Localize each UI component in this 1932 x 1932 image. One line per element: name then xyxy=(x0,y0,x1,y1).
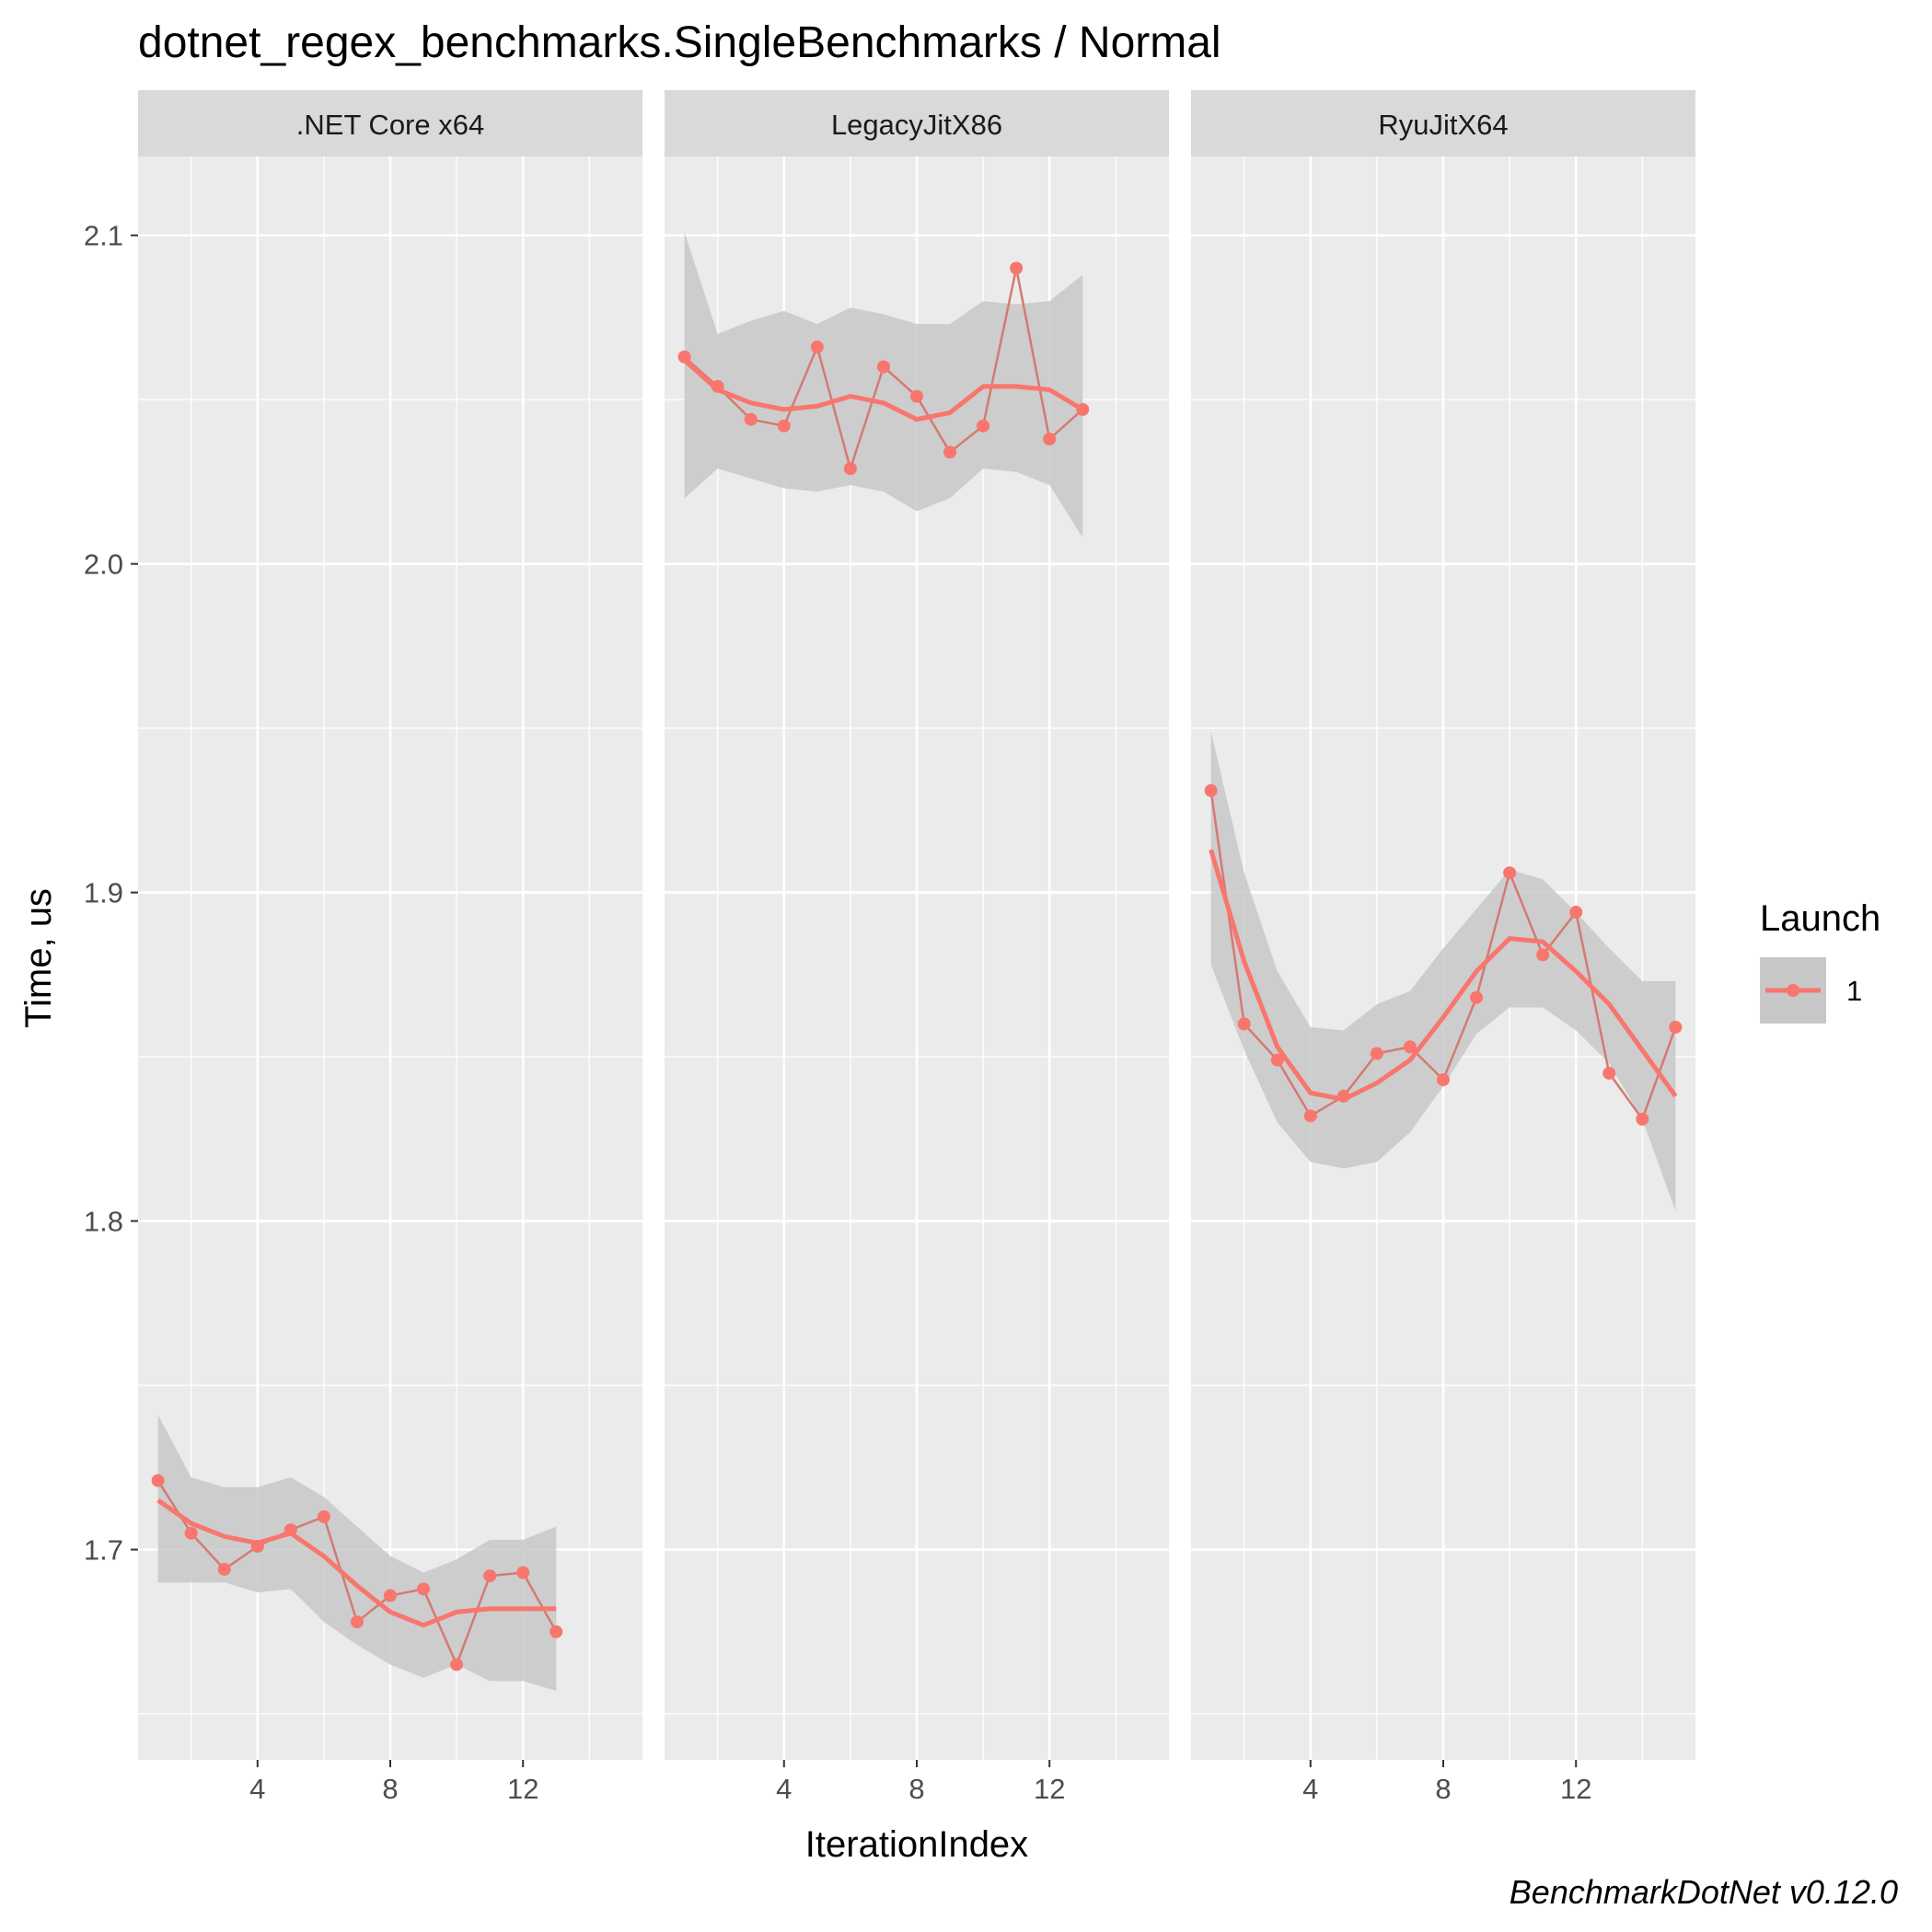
data-point-0-0 xyxy=(151,1474,165,1487)
facet-panel-0: .NET Core x64 4 8 12 xyxy=(138,90,642,1805)
panel-0-points xyxy=(151,1474,563,1672)
data-point-0-9 xyxy=(450,1658,464,1672)
y-tick-label-0: 1.7 xyxy=(84,1534,123,1567)
strip-label-0: .NET Core x64 xyxy=(296,109,484,141)
data-point-0-11 xyxy=(516,1566,530,1579)
panel-0-confidence-ribbon xyxy=(157,1415,557,1692)
strip-label-1: LegacyJitX86 xyxy=(831,109,1002,141)
data-point-0-3 xyxy=(250,1539,264,1553)
data-point-1-10 xyxy=(1010,261,1024,275)
x-tick-label-2-2: 12 xyxy=(1560,1773,1591,1805)
legend-title: Launch xyxy=(1760,898,1880,939)
data-point-0-7 xyxy=(384,1589,397,1602)
data-point-1-3 xyxy=(777,419,791,433)
legend: Launch 1 xyxy=(1760,898,1880,1024)
legend-entry-label: 1 xyxy=(1846,975,1862,1007)
chart-title: dotnet_regex_benchmarks.SingleBenchmarks… xyxy=(138,18,1221,67)
panel-2-x-ticks: 4 8 12 xyxy=(1302,1760,1591,1805)
data-point-1-2 xyxy=(744,412,758,426)
x-axis-title: IterationIndex xyxy=(805,1824,1028,1865)
y-tick-label-4: 2.1 xyxy=(84,220,123,252)
x-tick-label-0-1: 8 xyxy=(382,1773,398,1805)
facet-panel-2: RyuJitX64 4 8 12 xyxy=(1191,90,1695,1805)
panel-1-x-ticks: 4 8 12 xyxy=(776,1760,1065,1805)
data-point-1-1 xyxy=(711,379,724,393)
data-point-1-12 xyxy=(1076,402,1090,416)
panel-2-confidence-ribbon xyxy=(1210,731,1676,1211)
x-tick-label-0-2: 12 xyxy=(507,1773,538,1805)
x-tick-label-2-0: 4 xyxy=(1302,1773,1318,1805)
data-point-0-6 xyxy=(350,1615,364,1629)
data-point-2-9 xyxy=(1503,866,1517,880)
panel-1-smooth-line xyxy=(682,358,1084,422)
x-tick-label-0-0: 4 xyxy=(249,1773,265,1805)
legend-key-point xyxy=(1787,984,1799,997)
x-tick-label-1-0: 4 xyxy=(776,1773,792,1805)
data-point-2-7 xyxy=(1437,1073,1450,1087)
strip-2-bg xyxy=(1191,90,1695,156)
data-point-2-3 xyxy=(1303,1109,1317,1123)
panel-2-smooth-line xyxy=(1209,849,1678,1103)
data-point-1-5 xyxy=(843,462,857,476)
x-tick-label-1-1: 8 xyxy=(908,1773,924,1805)
data-point-2-11 xyxy=(1569,906,1583,920)
panel-2-grid xyxy=(1191,156,1695,1760)
data-point-0-12 xyxy=(550,1625,563,1638)
data-point-2-10 xyxy=(1536,948,1550,962)
panel-1-points xyxy=(677,261,1090,476)
data-point-2-0 xyxy=(1204,783,1218,797)
data-point-0-2 xyxy=(217,1562,231,1576)
data-point-0-10 xyxy=(483,1569,497,1583)
data-point-0-1 xyxy=(184,1526,198,1540)
y-axis-title: Time, us xyxy=(18,888,59,1028)
panel-0-x-ticks: 4 8 12 xyxy=(249,1760,538,1805)
data-point-2-1 xyxy=(1237,1017,1251,1031)
data-point-2-4 xyxy=(1336,1089,1350,1103)
data-point-2-6 xyxy=(1403,1040,1417,1054)
data-point-2-12 xyxy=(1602,1066,1616,1080)
data-point-1-9 xyxy=(977,419,990,433)
data-point-0-4 xyxy=(283,1523,297,1537)
strip-0-bg xyxy=(138,90,642,156)
data-point-1-6 xyxy=(876,360,890,374)
data-point-2-2 xyxy=(1270,1053,1284,1067)
data-point-1-7 xyxy=(910,389,923,403)
data-point-1-11 xyxy=(1043,432,1057,445)
data-point-2-13 xyxy=(1636,1112,1649,1126)
data-point-0-8 xyxy=(417,1582,431,1596)
data-point-0-5 xyxy=(317,1510,330,1523)
data-point-1-0 xyxy=(677,350,691,364)
x-tick-label-2-1: 8 xyxy=(1435,1773,1451,1805)
strip-label-2: RyuJitX64 xyxy=(1378,109,1508,141)
data-point-2-5 xyxy=(1370,1047,1383,1060)
strip-1-bg xyxy=(665,90,1169,156)
y-axis: 1.7 1.8 1.9 2.0 2.1 xyxy=(84,220,138,1567)
facet-panel-1: LegacyJitX86 4 8 12 xyxy=(665,90,1169,1805)
data-point-1-8 xyxy=(943,445,957,459)
y-tick-label-1: 1.8 xyxy=(84,1206,123,1238)
x-tick-label-1-2: 12 xyxy=(1034,1773,1065,1805)
panel-0-grid xyxy=(138,156,642,1760)
panel-2-points xyxy=(1204,783,1683,1126)
y-tick-label-3: 2.0 xyxy=(84,549,123,581)
y-tick-label-2: 1.9 xyxy=(84,877,123,909)
panel-1-confidence-ribbon xyxy=(684,232,1083,538)
data-point-2-14 xyxy=(1669,1020,1683,1034)
panel-0-smooth-line xyxy=(156,1498,557,1628)
chart-caption: BenchmarkDotNet v0.12.0 xyxy=(1510,1873,1898,1911)
data-point-2-8 xyxy=(1470,990,1484,1004)
data-point-1-4 xyxy=(810,341,824,354)
